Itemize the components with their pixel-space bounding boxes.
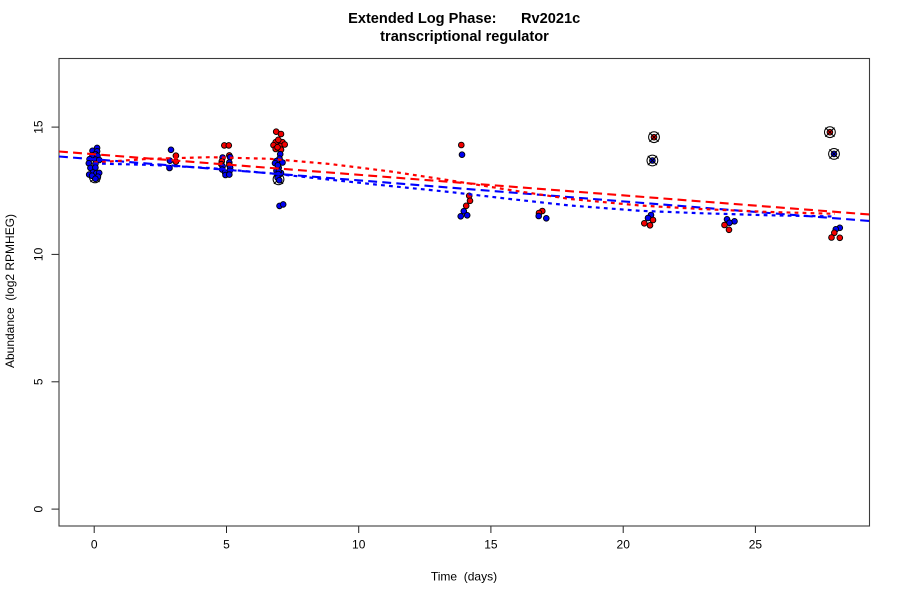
svg-text:25: 25 — [749, 538, 763, 552]
svg-text:Abundance (log2 RPMHEG): Abundance (log2 RPMHEG) — [3, 214, 17, 368]
svg-text:15: 15 — [32, 120, 46, 134]
svg-text:Rv2021c: Rv2021c — [521, 11, 580, 27]
svg-text:15: 15 — [484, 538, 498, 552]
svg-text:Extended Log Phase:: Extended Log Phase: — [348, 11, 496, 27]
svg-text:20: 20 — [617, 538, 631, 552]
svg-text:transcriptional regulator: transcriptional regulator — [380, 29, 549, 45]
svg-text:10: 10 — [352, 538, 366, 552]
svg-text:5: 5 — [32, 378, 46, 385]
svg-text:0: 0 — [91, 538, 98, 552]
svg-text:10: 10 — [32, 247, 46, 261]
svg-text:5: 5 — [223, 538, 230, 552]
svg-text:0: 0 — [32, 505, 46, 512]
svg-text:Time (days): Time (days) — [431, 570, 497, 584]
